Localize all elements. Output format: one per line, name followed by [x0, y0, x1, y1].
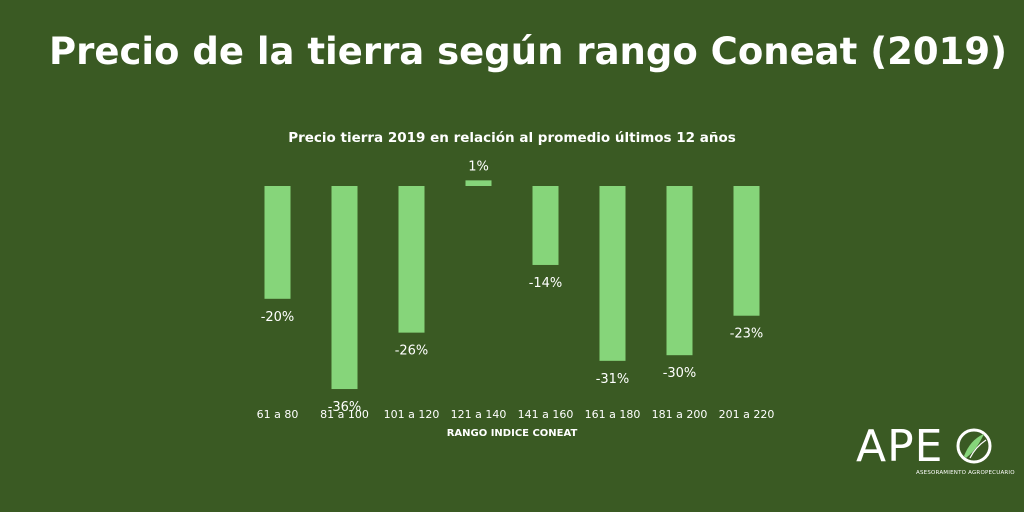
x-tick-label: 101 a 120 [384, 408, 440, 421]
x-tick-label: 141 a 160 [518, 408, 574, 421]
data-label: -20% [261, 310, 295, 325]
bar-81-a-100 [331, 186, 358, 390]
x-axis-label: RANGO INDICE CONEAT [447, 428, 578, 439]
bar-141-a-160 [532, 186, 559, 265]
page-title: Precio de la tierra según rango Coneat (… [48, 30, 1008, 73]
data-label: -31% [596, 372, 630, 387]
bar-161-a-180 [599, 186, 626, 361]
x-tick-label: 121 a 140 [451, 408, 507, 421]
chart-title: Precio tierra 2019 en relación al promed… [288, 130, 736, 146]
data-label: -23% [730, 327, 764, 342]
data-label: -30% [663, 366, 697, 381]
bars-group [264, 180, 760, 390]
data-label: -26% [395, 344, 429, 359]
bar-121-a-140 [465, 180, 492, 186]
x-tick-label: 161 a 180 [585, 408, 641, 421]
x-tick-labels-group: 61 a 80 81 a 100 101 a 120 121 a 140 141 a 1… [257, 408, 775, 421]
x-tick-label: 201 a 220 [719, 408, 775, 421]
bar-101-a-120 [398, 186, 425, 333]
data-label: -14% [529, 276, 563, 291]
bar-201-a-220 [733, 186, 760, 316]
data-label: -36% [328, 400, 362, 415]
x-tick-label: 81 a 100 [320, 408, 369, 421]
x-tick-label: 181 a 200 [652, 408, 708, 421]
logo-wordmark: APE [856, 421, 944, 472]
data-label: 1% [468, 159, 489, 174]
logo-tagline: ASESORAMIENTO AGROPECUARIO [916, 470, 1015, 476]
bar-61-a-80 [264, 186, 291, 299]
logo-leaf-circle-icon [956, 428, 992, 464]
bar-181-a-200 [666, 186, 693, 356]
x-tick-label: 61 a 80 [257, 408, 299, 421]
ape-logo: APE ASESORAMIENTO AGROPECUARIO [856, 421, 1015, 484]
data-labels-group: -20% -36% -26% 1% -14% -31% -30% -23% [261, 159, 764, 415]
